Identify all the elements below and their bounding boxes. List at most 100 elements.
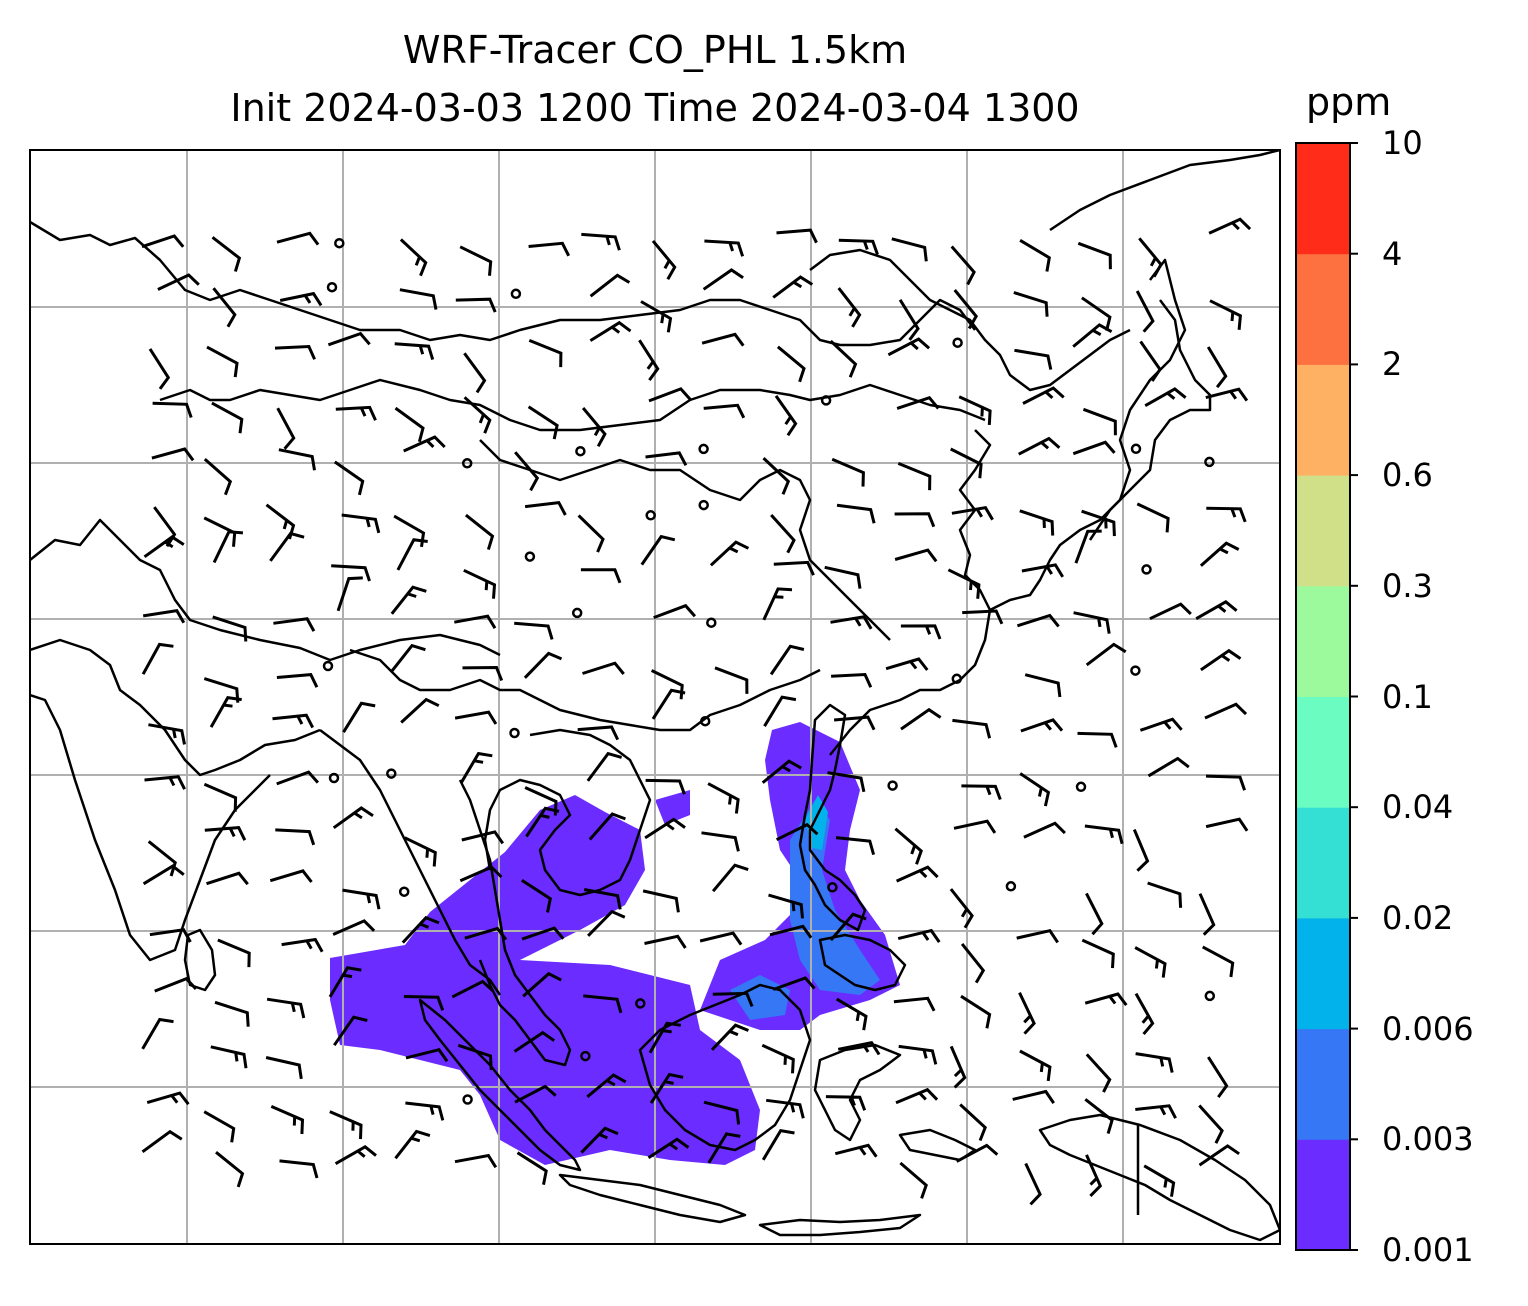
wind-barb (885, 657, 929, 671)
wind-barb (203, 782, 238, 812)
wind-barb (824, 565, 862, 589)
wind-barb (1019, 1049, 1052, 1082)
coastline-malay-peninsula (458, 779, 572, 1067)
wind-barb (524, 500, 567, 516)
coastline-java (558, 1173, 747, 1224)
colorbar (1295, 142, 1358, 1251)
colorbar-tick-label: 0.6 (1382, 456, 1433, 495)
wind-barb (835, 836, 876, 856)
calm-wind-marker (509, 727, 520, 739)
calm-wind-marker (1005, 881, 1017, 892)
wind-barb (394, 342, 435, 361)
wind-barb (1084, 824, 1124, 845)
colorbar-segment (1296, 475, 1350, 587)
border-south-asia (30, 518, 501, 662)
calm-wind-marker (580, 1050, 591, 1062)
wind-barb (270, 1105, 305, 1135)
wind-barb (203, 457, 233, 496)
wind-barb (1082, 407, 1117, 436)
wind-barb (212, 530, 244, 564)
wind-barb (776, 345, 806, 383)
wind-barb (714, 666, 749, 694)
wind-barb (1198, 1104, 1224, 1144)
wind-barb (701, 831, 740, 852)
coastline-sulawesi (813, 1043, 902, 1142)
wind-barb (333, 460, 365, 496)
wind-barb (154, 976, 198, 993)
wind-barb (278, 448, 316, 471)
wind-barb (644, 934, 687, 949)
wind-barb (1020, 718, 1064, 733)
wind-barb (459, 751, 493, 784)
colorbar-segment (1296, 143, 1350, 255)
wind-barb (1074, 529, 1102, 564)
wind-barb (214, 1000, 250, 1027)
wind-barb (898, 1044, 938, 1065)
wind-barb (1134, 946, 1167, 978)
wind-barb (141, 1017, 174, 1050)
wind-barb (582, 661, 625, 675)
wind-barb (1023, 821, 1066, 839)
wind-barb (527, 405, 559, 440)
wind-barb (514, 451, 540, 492)
wind-barb (640, 534, 676, 566)
wind-barb (276, 673, 319, 688)
wind-barb (950, 447, 983, 479)
wind-barb (147, 840, 177, 877)
wind-barb (454, 710, 498, 725)
colorbar-segment (1296, 1028, 1350, 1140)
wind-barb (589, 320, 632, 342)
wind-barb (830, 615, 873, 630)
wind-barb (281, 937, 324, 953)
wind-barb (960, 942, 986, 984)
coastline-india (30, 638, 321, 777)
wind-barb (153, 506, 177, 548)
wind-barb (769, 924, 813, 939)
wind-barb (459, 865, 503, 883)
wind-barb (1081, 296, 1112, 332)
wind-barb (152, 401, 193, 418)
wind-barb (1085, 892, 1104, 936)
colorbar-segment (1296, 1139, 1350, 1251)
border-central-asia (30, 220, 976, 347)
calm-wind-marker (1130, 665, 1141, 676)
wind-barb (332, 806, 374, 830)
wind-barb (396, 538, 428, 571)
wind-barb (211, 236, 242, 272)
wind-barb (1019, 772, 1051, 807)
wind-barb (1209, 299, 1242, 330)
wind-barb (209, 695, 242, 728)
wind-barb (640, 300, 673, 333)
calm-wind-marker (461, 458, 473, 469)
wind-barb (642, 889, 680, 913)
wind-barb (1138, 237, 1163, 278)
wind-barb (953, 819, 997, 834)
wind-barb (776, 228, 818, 244)
wind-barb (405, 1047, 449, 1063)
wind-barb (341, 513, 381, 534)
wind-barb (1085, 1053, 1112, 1093)
wind-barb (463, 568, 497, 599)
wind-barb (528, 339, 563, 368)
wind-barb (1077, 731, 1118, 748)
wind-barb (399, 238, 428, 277)
wind-barb (1014, 348, 1053, 370)
wind-barb (895, 1087, 939, 1105)
wind-barb (649, 1072, 684, 1104)
wind-barb (399, 288, 438, 310)
wind-barb (463, 352, 487, 394)
wind-barb (961, 784, 1002, 801)
wind-barb (583, 888, 622, 910)
wind-barb (516, 1151, 548, 1185)
coastline-korea-japan (989, 258, 1187, 612)
wind-barb (580, 568, 622, 584)
wind-barb (589, 273, 631, 298)
wind-barb (766, 1098, 805, 1119)
wind-barb (774, 395, 798, 437)
wind-barb (1195, 599, 1238, 621)
wind-barb (761, 1043, 795, 1074)
wind-barb (394, 406, 425, 443)
wind-barb (1135, 1052, 1174, 1073)
wind-barb (955, 1143, 999, 1163)
